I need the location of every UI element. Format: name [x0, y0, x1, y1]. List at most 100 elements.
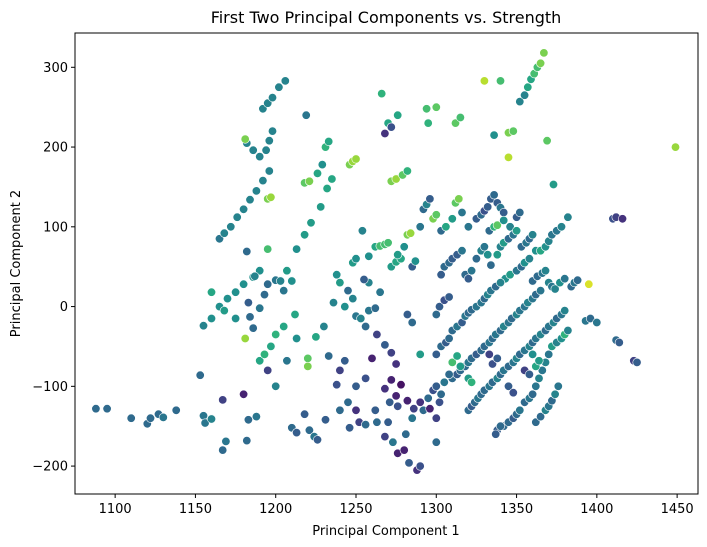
data-point [385, 397, 395, 407]
data-point [407, 317, 417, 327]
data-point [320, 415, 330, 425]
data-point [372, 417, 382, 427]
data-point [553, 381, 563, 391]
data-point [226, 222, 236, 232]
data-point [536, 412, 546, 422]
data-point [396, 380, 406, 390]
data-point [439, 377, 449, 387]
data-point [351, 405, 361, 415]
y-axis-label: Principal Component 2 [9, 190, 24, 337]
data-point [536, 286, 546, 296]
data-point [505, 222, 515, 232]
data-point [335, 278, 345, 288]
data-point [632, 357, 642, 367]
data-point [367, 353, 377, 363]
data-point [550, 284, 560, 294]
data-point [415, 461, 425, 471]
data-point [415, 397, 425, 407]
data-point [391, 174, 401, 184]
data-point [239, 204, 249, 214]
data-point [301, 110, 311, 120]
data-point [171, 405, 181, 415]
data-point [239, 279, 249, 289]
data-point [239, 389, 249, 399]
data-point [524, 369, 534, 379]
data-point [207, 287, 217, 297]
data-point [102, 404, 112, 414]
y-tick-label: −100 [32, 380, 68, 395]
x-tick-label: 1100 [99, 502, 132, 517]
data-point [492, 220, 502, 230]
data-point [512, 226, 522, 236]
data-point [146, 413, 156, 423]
data-point [556, 222, 566, 232]
points-layer [91, 48, 680, 475]
data-point [444, 333, 454, 343]
data-point [452, 351, 462, 361]
data-point [434, 397, 444, 407]
data-point [304, 176, 314, 186]
data-point [531, 381, 541, 391]
data-point [528, 389, 538, 399]
data-point [303, 361, 313, 371]
data-point [380, 129, 390, 139]
data-point [399, 242, 409, 252]
data-point [489, 190, 499, 200]
y-tick-label: 300 [43, 61, 68, 76]
data-point [259, 349, 269, 359]
data-point [499, 215, 509, 225]
data-point [266, 341, 276, 351]
data-point [406, 228, 416, 238]
data-point [415, 349, 425, 359]
data-point [328, 298, 338, 308]
data-point [264, 166, 274, 176]
data-point [402, 309, 412, 319]
data-point [441, 222, 451, 232]
data-point [544, 349, 554, 359]
data-point [393, 250, 403, 260]
data-point [248, 323, 258, 333]
data-point [361, 321, 371, 331]
x-tick-label: 1150 [179, 502, 212, 517]
data-point [370, 405, 380, 415]
data-point [317, 160, 327, 170]
data-point [463, 222, 473, 232]
data-point [454, 194, 464, 204]
data-point [447, 214, 457, 224]
data-point [240, 333, 250, 343]
data-point [303, 353, 313, 363]
data-point [223, 294, 233, 304]
data-point [402, 396, 412, 406]
data-point [248, 145, 258, 155]
data-point [282, 266, 292, 276]
data-point [407, 413, 417, 423]
data-point [503, 381, 513, 391]
data-point [266, 192, 276, 202]
data-point [393, 401, 403, 411]
data-point [402, 166, 412, 176]
data-point [505, 270, 515, 280]
plot-area-frame [74, 32, 699, 495]
data-point [324, 137, 334, 147]
data-point [463, 274, 473, 284]
data-point [431, 413, 441, 423]
data-point [508, 388, 518, 398]
data-point [491, 429, 501, 439]
data-point [560, 306, 570, 316]
data-point [251, 412, 261, 422]
x-tick-label: 1300 [420, 502, 453, 517]
data-point [523, 82, 533, 92]
data-point [534, 373, 544, 383]
data-point [207, 414, 217, 424]
data-point [263, 244, 273, 254]
data-point [271, 381, 281, 391]
data-point [539, 48, 549, 58]
x-tick-label: 1250 [339, 502, 372, 517]
data-point [393, 110, 403, 120]
data-point [436, 270, 446, 280]
data-point [467, 377, 477, 387]
data-point [457, 246, 467, 256]
data-point [340, 302, 350, 312]
data-point [207, 313, 217, 323]
